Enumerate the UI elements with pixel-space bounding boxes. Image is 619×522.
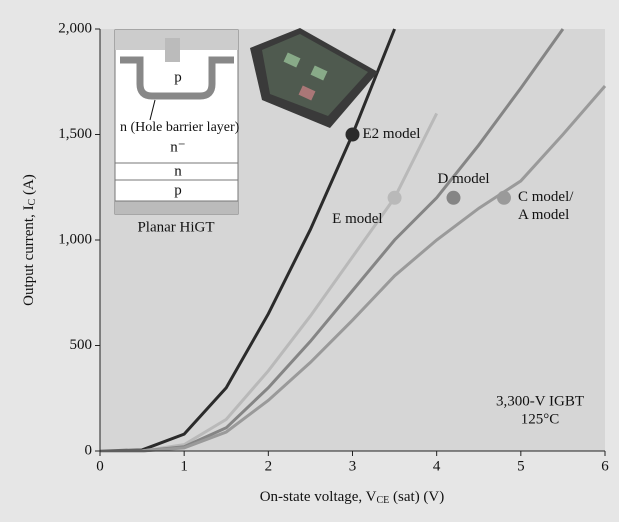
inset-caption: Planar HiGT — [137, 219, 214, 235]
annotation: 3,300-V IGBT — [496, 393, 584, 409]
series-label: E model — [332, 211, 382, 227]
marker — [346, 128, 360, 142]
series-label: D model — [438, 171, 490, 187]
series-label: E2 model — [363, 126, 421, 142]
series-label: C model/ — [518, 189, 574, 205]
x-tick-label: 2 — [265, 458, 273, 474]
y-axis-label: Output current, IC (A) — [21, 174, 38, 306]
inset-label: p — [174, 69, 182, 85]
chart: p n (Hole barrier layer) n⁻ n p Planar H… — [0, 0, 619, 522]
x-tick-label: 1 — [180, 458, 188, 474]
series-label: A model — [518, 207, 569, 223]
inset-diagram: p n (Hole barrier layer) n⁻ n p Planar H… — [115, 30, 240, 235]
x-tick-label: 6 — [601, 458, 609, 474]
marker — [388, 191, 402, 205]
x-tick-label: 0 — [96, 458, 104, 474]
y-tick-label: 1,500 — [58, 126, 92, 142]
x-tick-label: 5 — [517, 458, 525, 474]
inset-label: n (Hole barrier layer) — [120, 120, 240, 135]
x-tick-label: 4 — [433, 458, 441, 474]
x-tick-label: 3 — [349, 458, 357, 474]
marker — [497, 191, 511, 205]
inset-label: n⁻ — [170, 139, 185, 155]
y-tick-label: 0 — [85, 442, 93, 458]
inset-label: n — [174, 163, 182, 179]
marker — [447, 191, 461, 205]
inset-label: p — [174, 182, 182, 198]
y-tick-label: 2,000 — [58, 20, 92, 36]
y-tick-label: 500 — [70, 337, 93, 353]
annotation: 125°C — [521, 411, 560, 427]
x-axis-label: On-state voltage, VCE (sat) (V) — [260, 489, 445, 506]
y-tick-label: 1,000 — [58, 231, 92, 247]
